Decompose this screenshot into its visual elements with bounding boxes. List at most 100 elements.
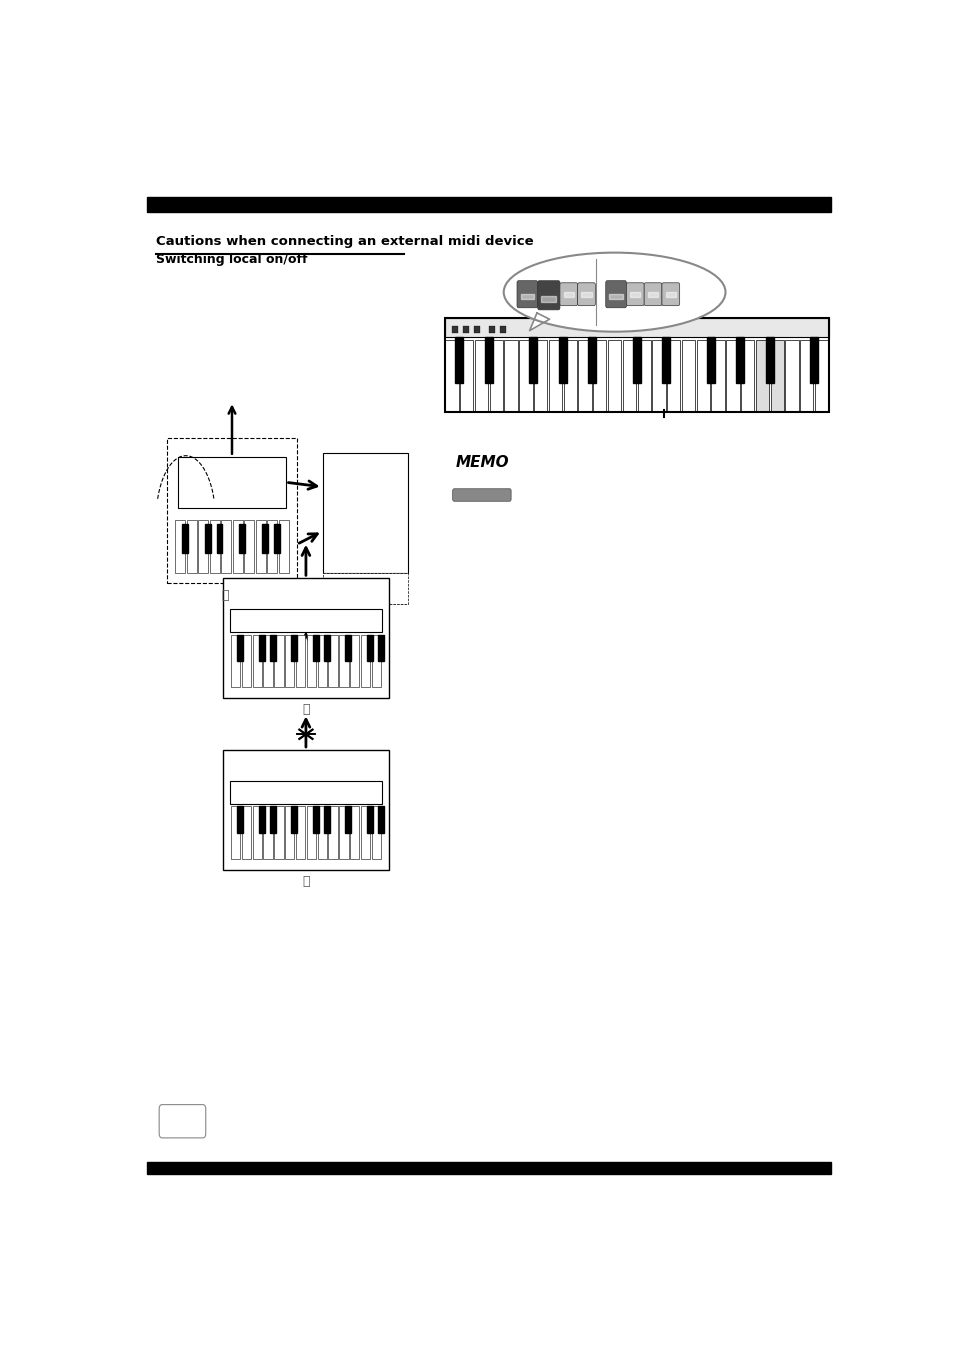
Bar <box>784 340 798 412</box>
Bar <box>377 635 383 661</box>
Bar <box>630 292 639 297</box>
Bar <box>175 520 185 573</box>
Bar <box>233 520 242 573</box>
Bar <box>198 520 208 573</box>
Bar <box>244 520 253 573</box>
Bar <box>484 336 493 384</box>
Bar <box>350 635 359 688</box>
Bar <box>285 635 294 688</box>
Bar <box>295 807 305 859</box>
Bar <box>231 635 240 688</box>
Text: Cautions when connecting an external midi device: Cautions when connecting an external mid… <box>156 235 534 249</box>
Bar <box>622 340 636 412</box>
Bar <box>222 578 389 698</box>
Bar <box>231 807 240 859</box>
Bar <box>291 635 297 661</box>
Bar <box>578 340 591 412</box>
Bar <box>263 807 273 859</box>
Bar <box>488 327 495 332</box>
Bar <box>661 336 670 384</box>
Polygon shape <box>529 313 549 331</box>
Bar <box>666 340 679 412</box>
FancyBboxPatch shape <box>643 282 661 305</box>
Bar <box>295 635 305 688</box>
FancyBboxPatch shape <box>661 282 679 305</box>
Bar <box>270 807 275 832</box>
Bar <box>323 635 330 661</box>
Bar <box>814 340 827 412</box>
Bar <box>253 807 262 859</box>
Bar <box>563 340 577 412</box>
Bar <box>322 454 407 573</box>
Bar <box>345 635 351 661</box>
Bar <box>241 807 251 859</box>
Bar <box>221 520 231 573</box>
Text: ✋: ✋ <box>221 589 229 601</box>
Bar <box>328 635 337 688</box>
Bar <box>534 340 547 412</box>
Bar <box>367 807 373 832</box>
Bar <box>205 524 211 553</box>
Bar <box>285 807 294 859</box>
Bar <box>558 336 566 384</box>
Bar <box>588 336 596 384</box>
Bar <box>725 340 739 412</box>
Bar <box>520 295 534 300</box>
Bar <box>711 340 724 412</box>
Bar <box>270 635 275 661</box>
Bar <box>445 340 458 412</box>
Bar <box>647 292 658 297</box>
Bar <box>239 524 245 553</box>
Bar <box>167 438 296 584</box>
Bar <box>652 340 665 412</box>
Bar <box>237 807 243 832</box>
Bar <box>765 336 773 384</box>
Bar <box>222 750 389 870</box>
Bar <box>489 340 502 412</box>
Bar <box>317 635 327 688</box>
Bar <box>593 340 606 412</box>
Bar <box>770 340 783 412</box>
Bar <box>241 635 251 688</box>
Bar <box>345 807 351 832</box>
Bar <box>258 635 265 661</box>
Ellipse shape <box>503 253 724 332</box>
Bar <box>504 340 517 412</box>
Bar <box>306 807 315 859</box>
Bar <box>455 336 463 384</box>
Bar <box>740 340 754 412</box>
Bar <box>237 635 243 661</box>
Bar <box>474 327 479 332</box>
Text: ✋: ✋ <box>302 703 310 716</box>
Bar <box>696 340 709 412</box>
Bar <box>681 340 695 412</box>
Bar <box>230 781 381 804</box>
Bar <box>736 336 743 384</box>
Bar <box>278 520 288 573</box>
Bar <box>607 340 620 412</box>
Text: Roland: Roland <box>603 326 625 330</box>
Bar <box>637 340 650 412</box>
Bar <box>452 327 457 332</box>
Bar <box>230 609 381 632</box>
Bar <box>755 340 768 412</box>
Bar <box>541 296 556 301</box>
Bar <box>263 635 273 688</box>
Bar <box>274 524 279 553</box>
Bar <box>706 336 714 384</box>
Bar <box>339 635 348 688</box>
Bar <box>350 807 359 859</box>
Bar <box>317 807 327 859</box>
Bar <box>580 292 591 297</box>
Bar <box>210 520 219 573</box>
Bar <box>255 520 265 573</box>
FancyBboxPatch shape <box>605 281 626 308</box>
Bar <box>306 635 315 688</box>
Bar <box>187 520 196 573</box>
Bar <box>291 807 297 832</box>
Bar <box>313 635 318 661</box>
Bar <box>323 807 330 832</box>
Bar <box>800 340 813 412</box>
Bar <box>216 524 222 553</box>
Bar <box>367 635 373 661</box>
